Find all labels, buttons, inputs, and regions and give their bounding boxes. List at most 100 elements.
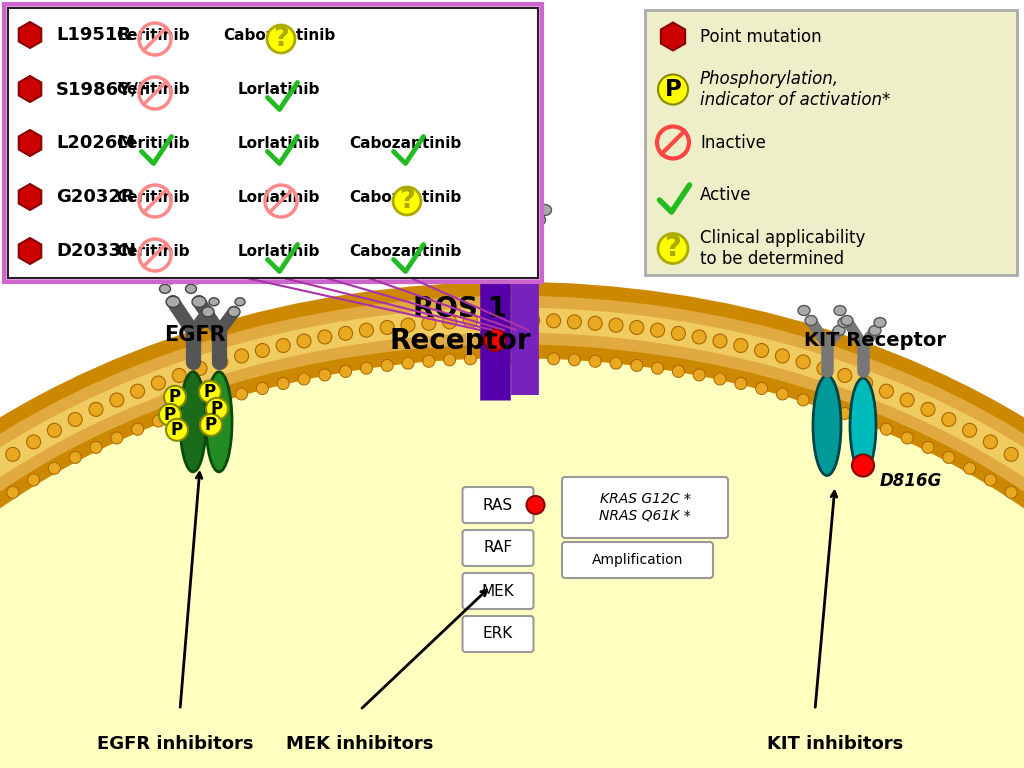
Circle shape bbox=[673, 366, 684, 377]
Polygon shape bbox=[18, 130, 41, 156]
Circle shape bbox=[70, 452, 81, 463]
Text: G2032R: G2032R bbox=[56, 188, 134, 206]
FancyBboxPatch shape bbox=[463, 530, 534, 566]
Circle shape bbox=[200, 414, 222, 435]
Circle shape bbox=[214, 355, 227, 369]
Bar bbox=[8, 8, 538, 278]
Text: Ceritinib: Ceritinib bbox=[117, 243, 189, 259]
Circle shape bbox=[693, 369, 706, 381]
Ellipse shape bbox=[185, 284, 197, 293]
Ellipse shape bbox=[874, 317, 886, 327]
Circle shape bbox=[775, 349, 790, 363]
Ellipse shape bbox=[202, 306, 214, 317]
Ellipse shape bbox=[206, 372, 232, 472]
Circle shape bbox=[131, 384, 144, 398]
Circle shape bbox=[568, 354, 581, 366]
Circle shape bbox=[964, 462, 976, 475]
Circle shape bbox=[547, 314, 560, 328]
Circle shape bbox=[423, 356, 435, 367]
Circle shape bbox=[526, 496, 545, 514]
Text: ERK: ERK bbox=[483, 627, 513, 641]
Text: Inactive: Inactive bbox=[700, 134, 766, 151]
Circle shape bbox=[838, 369, 852, 382]
Circle shape bbox=[525, 313, 540, 327]
Text: Cabozantinib: Cabozantinib bbox=[349, 243, 461, 259]
Ellipse shape bbox=[798, 306, 810, 316]
Text: P: P bbox=[204, 382, 216, 401]
Circle shape bbox=[298, 373, 310, 385]
Text: EGFR inhibitors: EGFR inhibitors bbox=[96, 735, 253, 753]
Circle shape bbox=[859, 415, 871, 427]
Circle shape bbox=[166, 419, 188, 441]
Circle shape bbox=[27, 435, 41, 449]
Text: P: P bbox=[205, 415, 217, 434]
Polygon shape bbox=[18, 22, 41, 48]
Circle shape bbox=[234, 349, 249, 363]
Polygon shape bbox=[18, 238, 41, 264]
Bar bbox=[4, 4, 542, 282]
Ellipse shape bbox=[532, 214, 546, 226]
Circle shape bbox=[1005, 447, 1018, 462]
Circle shape bbox=[839, 408, 851, 419]
Circle shape bbox=[164, 386, 186, 408]
Circle shape bbox=[401, 318, 415, 333]
Circle shape bbox=[153, 415, 165, 427]
Circle shape bbox=[610, 357, 622, 369]
Circle shape bbox=[755, 343, 769, 357]
Circle shape bbox=[442, 315, 457, 329]
Circle shape bbox=[983, 435, 997, 449]
Ellipse shape bbox=[838, 317, 850, 327]
Circle shape bbox=[402, 357, 414, 369]
Circle shape bbox=[798, 394, 809, 406]
Circle shape bbox=[630, 320, 644, 335]
Circle shape bbox=[735, 378, 746, 389]
Text: KIT inhibitors: KIT inhibitors bbox=[767, 735, 903, 753]
Circle shape bbox=[526, 353, 539, 364]
Circle shape bbox=[567, 315, 582, 329]
Circle shape bbox=[881, 423, 892, 435]
Text: P: P bbox=[164, 406, 176, 424]
Circle shape bbox=[152, 376, 166, 390]
Text: Ceritinib: Ceritinib bbox=[117, 135, 189, 151]
Circle shape bbox=[880, 384, 893, 398]
Circle shape bbox=[852, 455, 874, 476]
Circle shape bbox=[756, 382, 768, 395]
Circle shape bbox=[278, 378, 289, 389]
Text: Cabozantinib: Cabozantinib bbox=[349, 190, 461, 204]
Text: KRAS G12C *
NRAS Q61K *: KRAS G12C * NRAS Q61K * bbox=[599, 492, 691, 522]
Ellipse shape bbox=[0, 320, 1024, 768]
Bar bbox=[645, 10, 1017, 275]
Text: ?: ? bbox=[665, 234, 681, 263]
Text: KIT Receptor: KIT Receptor bbox=[804, 331, 946, 350]
Circle shape bbox=[159, 404, 181, 425]
Circle shape bbox=[339, 326, 352, 340]
Circle shape bbox=[199, 381, 221, 402]
Ellipse shape bbox=[841, 316, 853, 326]
Circle shape bbox=[963, 423, 977, 437]
Circle shape bbox=[206, 398, 228, 420]
Ellipse shape bbox=[501, 204, 513, 216]
Circle shape bbox=[589, 356, 601, 367]
Circle shape bbox=[692, 330, 707, 344]
Circle shape bbox=[172, 369, 186, 382]
Text: S1986Y/F: S1986Y/F bbox=[56, 80, 152, 98]
Text: L1951R: L1951R bbox=[56, 26, 131, 44]
Ellipse shape bbox=[503, 200, 515, 210]
Circle shape bbox=[631, 359, 643, 372]
Text: EGFR: EGFR bbox=[164, 325, 226, 345]
Text: ROS 1
Receptor: ROS 1 Receptor bbox=[389, 295, 530, 356]
Ellipse shape bbox=[833, 326, 845, 336]
Ellipse shape bbox=[470, 190, 483, 200]
Circle shape bbox=[900, 393, 914, 407]
Circle shape bbox=[443, 354, 456, 366]
Text: P: P bbox=[211, 400, 223, 418]
Ellipse shape bbox=[805, 316, 817, 326]
Text: Point mutation: Point mutation bbox=[700, 28, 821, 45]
Text: Cabozantinib: Cabozantinib bbox=[223, 28, 335, 42]
Circle shape bbox=[817, 362, 831, 376]
Ellipse shape bbox=[193, 296, 206, 307]
Circle shape bbox=[6, 447, 19, 462]
Text: Ceritinib: Ceritinib bbox=[117, 28, 189, 42]
Circle shape bbox=[317, 330, 332, 344]
Text: Lorlatinib: Lorlatinib bbox=[238, 81, 321, 97]
